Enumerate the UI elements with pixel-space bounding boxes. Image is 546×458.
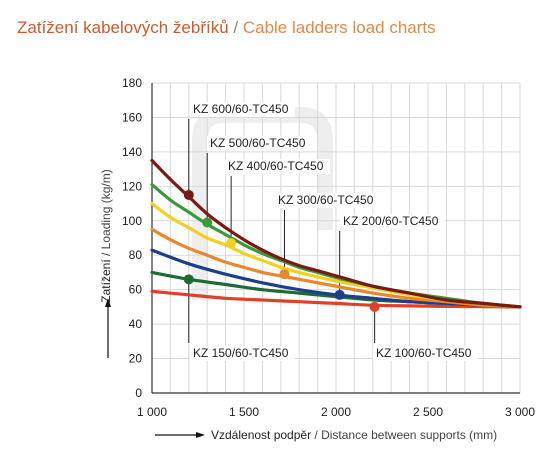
x-axis-arrow [155, 432, 205, 438]
series-label: KZ 300/60-TC450 [278, 193, 374, 207]
series-marker [226, 238, 237, 249]
series-label-bg [373, 346, 478, 361]
x-axis-title: Vzdálenost podpěr / Distance between sup… [211, 428, 497, 442]
x-tick-label: 1 500 [229, 405, 259, 419]
y-tick-label: 120 [122, 179, 142, 193]
y-tick-label: 20 [129, 352, 143, 366]
svg-text:Zatížení / Loading (kg/m): Zatížení / Loading (kg/m) [99, 169, 113, 302]
chart-title-separator: / [228, 18, 243, 37]
axes [151, 83, 520, 394]
chart-title-en: Cable ladders load charts [242, 18, 436, 37]
y-tick-label: 100 [122, 214, 142, 228]
y-axis-title: Zatížení / Loading (kg/m) [99, 169, 113, 302]
x-tick-label: 3 000 [505, 405, 535, 419]
x-tick-label: 1 000 [137, 405, 167, 419]
series-label: KZ 600/60-TC450 [193, 102, 289, 116]
x-axis-title-en: Distance between supports (mm) [321, 428, 497, 442]
x-tick-label: 2 000 [321, 405, 351, 419]
series-markers [183, 189, 380, 312]
series-label-bg [190, 102, 295, 117]
x-axis-title-sep: / [311, 428, 321, 442]
y-tick-label: 140 [122, 145, 142, 159]
y-tick-label: 60 [129, 283, 143, 297]
series-marker [183, 274, 194, 285]
x-tick-label: 2 500 [413, 405, 443, 419]
x-axis-title-cz: Vzdálenost podpěr [211, 428, 311, 442]
series-label-bg [190, 346, 295, 361]
series-marker [369, 301, 380, 312]
series-label: KZ 200/60-TC450 [343, 214, 439, 228]
series-marker [183, 189, 194, 200]
y-tick-label: 160 [122, 110, 142, 124]
series-line [150, 289, 522, 309]
series-lines [150, 158, 522, 309]
series-label: KZ 500/60-TC450 [210, 136, 306, 150]
series-label: KZ 150/60-TC450 [193, 346, 289, 360]
series-line [150, 158, 522, 309]
y-tick-labels: 0 20 40 60 80 100 120 140 160 180 [122, 76, 142, 400]
series-label: KZ 100/60-TC450 [376, 346, 472, 360]
series-label: KZ 400/60-TC450 [228, 159, 324, 173]
series-marker [334, 289, 345, 300]
y-axis-title-en: Loading (kg/m) [99, 169, 113, 249]
label-leader-lines [188, 119, 376, 343]
y-tick-label: 80 [129, 248, 143, 262]
series-label-bg [225, 159, 330, 174]
y-axis-title-sep: / [99, 249, 113, 259]
chart-title-cz: Zatížení kabelových žebříků [17, 18, 229, 37]
y-tick-label: 40 [129, 317, 143, 331]
series-label-bg [340, 214, 445, 229]
y-tick-label: 180 [122, 76, 142, 90]
y-axis-title-cz: Zatížení [99, 259, 113, 303]
series-label-bg [207, 136, 312, 151]
chart-title: Zatížení kabelových žebříků / Cable ladd… [17, 18, 436, 38]
series-marker [202, 217, 213, 228]
y-tick-label: 0 [135, 386, 142, 400]
y-axis-arrow [105, 298, 111, 358]
series-label-bg [275, 193, 380, 208]
x-tick-labels: 1 000 1 500 2 000 2 500 3 000 [137, 405, 535, 419]
series-labels: KZ 600/60-TC450 KZ 500/60-TC450 KZ 400/60-… [190, 102, 478, 361]
series-marker [279, 269, 290, 280]
